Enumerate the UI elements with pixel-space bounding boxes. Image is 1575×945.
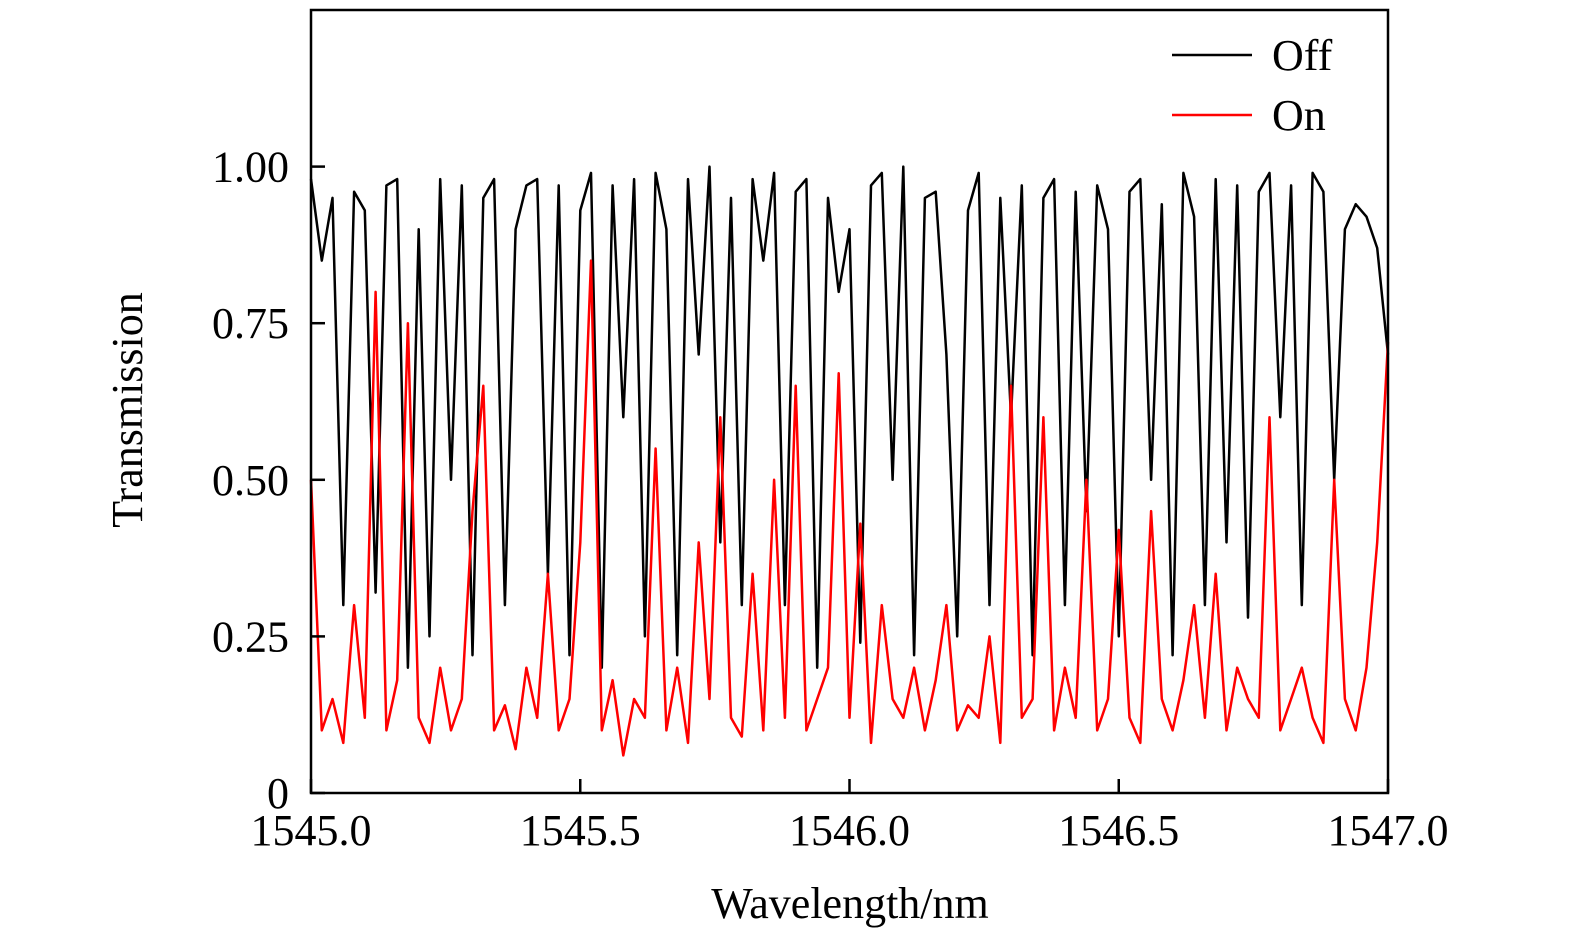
line-series: [309, 259, 1390, 757]
y-tick-label: 0.25: [212, 612, 289, 661]
y-tick-label: 1.00: [212, 143, 289, 192]
y-tick-label: 0: [267, 769, 289, 818]
y-axis-label: Transmission: [103, 292, 152, 528]
x-axis-label: Wavelength/nm: [711, 879, 989, 928]
y-tick-label: 0.75: [212, 299, 289, 348]
x-tick-label: 1545.5: [520, 806, 641, 855]
x-tick-label: 1547.0: [1328, 806, 1449, 855]
y-tick-label: 0.50: [212, 456, 289, 505]
x-tick-label: 1546.0: [789, 806, 910, 855]
x-tick-label: 1545.0: [251, 806, 372, 855]
line-series: [309, 165, 1390, 669]
legend-label: On: [1272, 91, 1326, 140]
plot-frame: [309, 8, 1390, 795]
legend-label: Off: [1272, 31, 1333, 80]
x-tick-label: 1546.5: [1058, 806, 1179, 855]
